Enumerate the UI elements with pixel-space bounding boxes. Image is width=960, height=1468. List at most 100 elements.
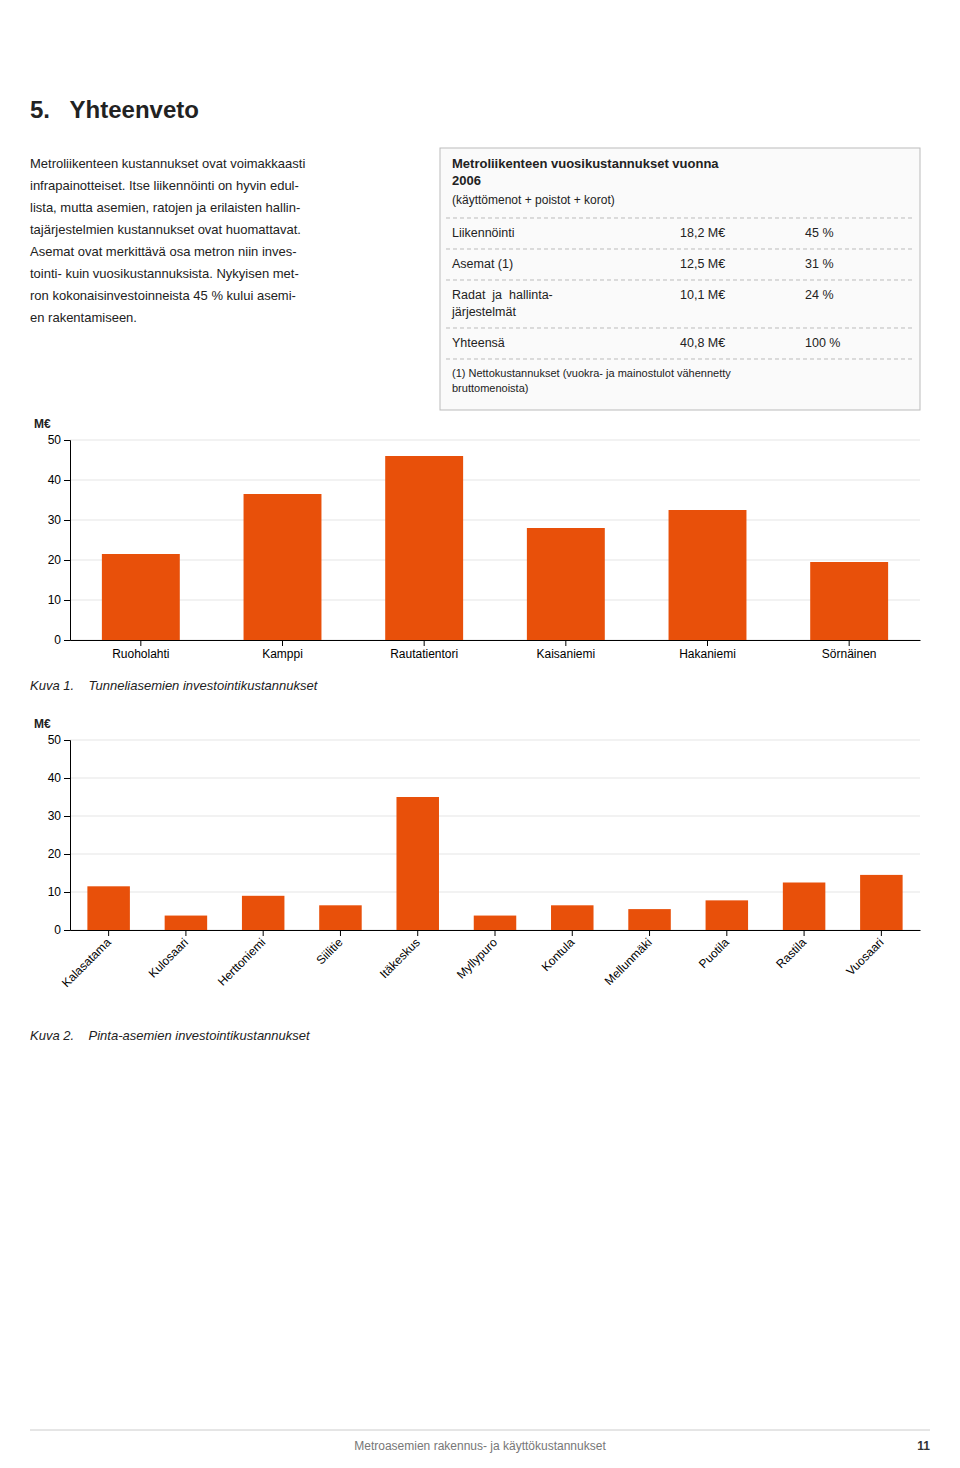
y-tick-mark — [64, 600, 70, 601]
bar — [319, 905, 362, 930]
bar — [244, 494, 322, 640]
x-tick: Vuosaari — [843, 930, 886, 978]
x-tick-mark — [108, 930, 109, 936]
x-tick: Puotila — [696, 930, 732, 971]
x-tick-label: Kulosaari — [146, 935, 191, 980]
x-tick-mark — [140, 640, 141, 646]
x-tick-label: Itäkeskus — [377, 935, 423, 981]
table-footnote: (1) Nettokustannukset (vuokra- ja mainos… — [452, 367, 731, 394]
table-row-label: Asemat (1) — [452, 257, 513, 271]
table-header-line: 2006 — [452, 173, 481, 188]
y-tick-mark — [64, 892, 70, 893]
x-tick-label: Myllypuro — [454, 935, 500, 981]
table-footnote-line: bruttomenoista) — [452, 382, 528, 394]
bar — [783, 883, 826, 931]
x-tick: Herttoniemi — [215, 930, 268, 989]
grid-line — [70, 740, 920, 741]
x-tick-mark — [707, 640, 708, 646]
x-tick: Kaisaniemi — [536, 640, 595, 661]
table-row-share-line: 24 % — [805, 288, 834, 302]
table-separator — [446, 218, 914, 219]
x-tick-label: Herttoniemi — [215, 935, 268, 988]
grid-line — [70, 480, 920, 481]
table-box — [440, 148, 920, 410]
y-tick-mark — [64, 930, 70, 931]
y-tick-mark — [64, 440, 70, 441]
y-tick-label: 50 — [48, 733, 62, 747]
chart: 01020304050KalasatamaKulosaariHerttoniem… — [34, 717, 921, 990]
grid-line — [70, 816, 920, 817]
x-tick-label: Kamppi — [262, 647, 303, 661]
page-title: 5. Yhteenveto — [30, 96, 199, 123]
x-tick-label: Kontula — [539, 935, 578, 974]
x-tick: Sörnäinen — [822, 640, 877, 661]
y-tick: 50 — [48, 733, 70, 747]
bar — [87, 886, 130, 930]
y-axis-line — [64, 741, 71, 931]
table-row-value: 18,2 M€ — [680, 226, 725, 240]
x-tick: Hakaniemi — [679, 640, 736, 661]
y-axis: 01020304050 — [48, 733, 71, 937]
grid-line — [70, 640, 920, 641]
table-header: Metroliikenteen vuosikustannukset vuonna… — [452, 156, 719, 188]
x-tick-mark — [804, 930, 805, 936]
bar — [102, 554, 180, 640]
y-tick-label: 40 — [48, 771, 62, 785]
y-tick: 40 — [48, 771, 70, 785]
table-row-share-line: 31 % — [805, 257, 834, 271]
table-row-label-line: Asemat (1) — [452, 257, 513, 271]
bars — [102, 456, 888, 640]
table-row-value: 12,5 M€ — [680, 257, 725, 271]
y-tick-mark — [64, 778, 70, 779]
y-tick-mark — [64, 520, 70, 521]
table-row-value: 10,1 M€ — [680, 288, 725, 302]
x-tick-label: Kaisaniemi — [536, 647, 595, 661]
x-tick: Mellunmäki — [602, 930, 655, 988]
y-tick: 20 — [48, 553, 70, 567]
y-tick: 30 — [48, 513, 70, 527]
y-tick: 0 — [54, 923, 70, 937]
x-tick: Myllypuro — [454, 930, 500, 982]
body-text-line: tajärjestelmien kustannukset ovat huomat… — [30, 222, 301, 237]
chart-caption: Kuva 1. Tunneliasemien investointikustan… — [30, 678, 319, 693]
y-axis-line — [64, 441, 71, 641]
x-tick-mark — [649, 930, 650, 936]
table-row-label-line: Liikennöinti — [452, 226, 515, 240]
x-tick-mark — [849, 640, 850, 646]
body-text-line: ron kokonaisinvestoinneista 45 % kului a… — [30, 288, 296, 303]
y-tick-label: 0 — [54, 923, 61, 937]
x-tick-label: Mellunmäki — [602, 935, 655, 988]
x-tick: Kalasatama — [59, 930, 114, 990]
table-row-value: 40,8 M€ — [680, 336, 725, 350]
bar — [551, 905, 594, 930]
page-number: 11 — [917, 1439, 930, 1453]
y-tick-label: 50 — [48, 433, 62, 447]
y-tick: 20 — [48, 847, 70, 861]
y-tick-mark — [64, 480, 70, 481]
y-tick: 10 — [48, 593, 70, 607]
y-tick-label: 30 — [48, 513, 62, 527]
x-tick: Rautatientori — [390, 640, 458, 661]
table-row-value-line: 12,5 M€ — [680, 257, 725, 271]
body-text-line: Asemat ovat merkittävä osa metron niin i… — [30, 244, 297, 259]
grid-line — [70, 778, 920, 779]
footer-text: Metroasemien rakennus- ja käyttökustannu… — [354, 1439, 606, 1453]
x-tick-mark — [263, 930, 264, 936]
bars — [87, 797, 902, 930]
body-text-line: infrapainotteiset. Itse liikennöinti on … — [30, 178, 299, 193]
body-text-line: Metroliikenteen kustannukset ovat voimak… — [30, 156, 305, 171]
table-separator — [446, 280, 914, 281]
x-tick-label: Vuosaari — [843, 935, 886, 978]
table-separator — [446, 328, 914, 329]
table-separator — [446, 249, 914, 250]
grid-line — [70, 440, 920, 441]
y-tick-label: 40 — [48, 473, 62, 487]
grid-line — [70, 854, 920, 855]
x-tick-mark — [881, 930, 882, 936]
y-tick-label: 30 — [48, 809, 62, 823]
y-tick: 40 — [48, 473, 70, 487]
x-axis-line — [71, 640, 921, 641]
table-row-share-line: 100 % — [805, 336, 840, 350]
bar — [385, 456, 463, 640]
x-tick-label: Kalasatama — [59, 935, 114, 990]
